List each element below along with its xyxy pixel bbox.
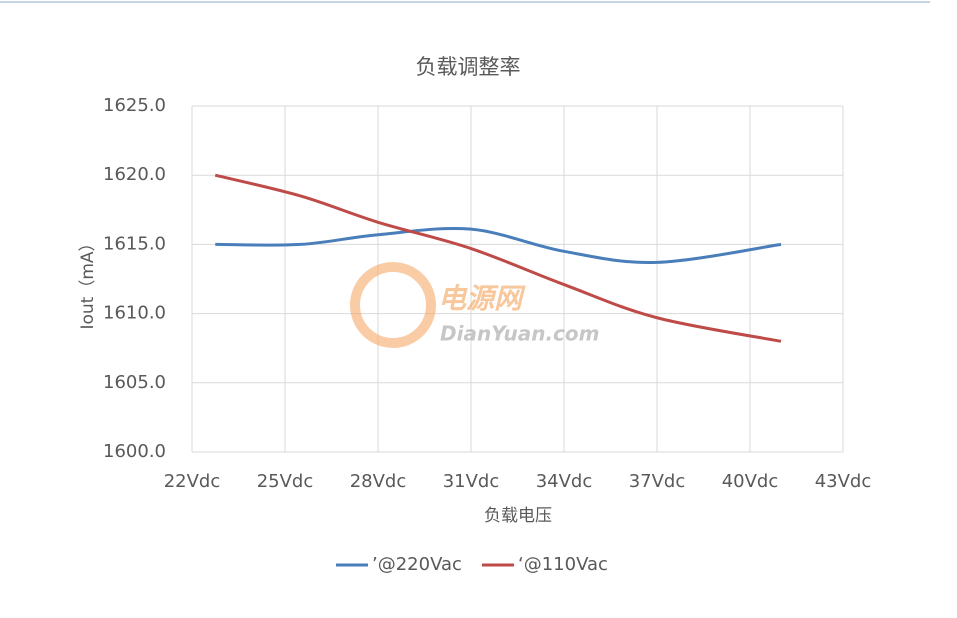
series-line bbox=[214, 173, 782, 343]
watermark-logo bbox=[350, 262, 436, 348]
y-tick-label: 1600.0 bbox=[103, 441, 166, 462]
watermark: 电源网 DianYuan.com bbox=[350, 262, 599, 348]
y-tick-label: 1620.0 bbox=[103, 164, 166, 185]
x-tick-label: 22Vdc bbox=[164, 471, 221, 492]
watermark-text: DianYuan.com bbox=[440, 322, 599, 346]
y-tick-label: 1625.0 bbox=[103, 95, 166, 116]
series-line bbox=[215, 226, 782, 265]
x-tick-label: 34Vdc bbox=[536, 471, 593, 492]
x-tick-label: 31Vdc bbox=[443, 471, 500, 492]
y-tick-label: 1615.0 bbox=[103, 233, 166, 254]
legend-label: ’@220Vac bbox=[372, 554, 462, 575]
x-tick-label: 25Vdc bbox=[257, 471, 314, 492]
x-axis-label: 负载电压 bbox=[484, 506, 552, 526]
x-tick-label: 43Vdc bbox=[815, 471, 872, 492]
y-tick-label: 1610.0 bbox=[103, 303, 166, 324]
x-tick-label: 40Vdc bbox=[722, 471, 779, 492]
chart-title: 负载调整率 bbox=[416, 55, 521, 79]
y-axis-label: Iout（mA） bbox=[78, 234, 98, 329]
x-tick-label: 37Vdc bbox=[629, 471, 686, 492]
x-tick-label: 28Vdc bbox=[350, 471, 407, 492]
legend-label: ‘@110Vac bbox=[518, 554, 608, 575]
watermark-text: 电源网 bbox=[438, 282, 526, 315]
y-tick-label: 1605.0 bbox=[103, 372, 166, 393]
